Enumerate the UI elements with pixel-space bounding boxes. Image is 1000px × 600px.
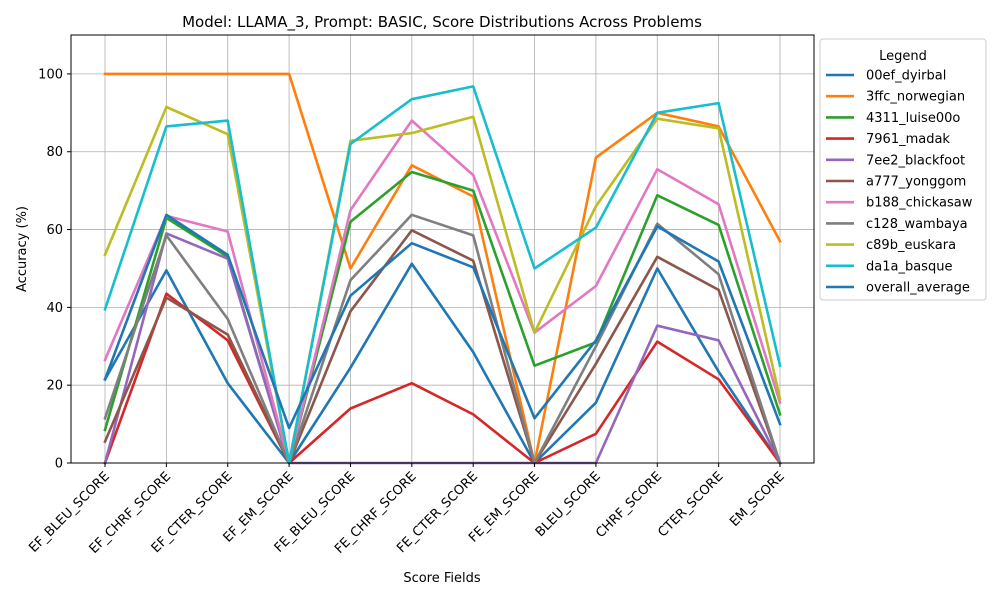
legend-label: b188_chickasaw [866,196,973,211]
plot-frame [70,34,815,464]
x-tick-label: EM_SCORE [727,469,788,530]
legend-label: a777_yonggom [866,175,966,190]
legend-frame [819,38,987,301]
y-axis-title: Accuracy (%) [15,206,30,292]
series-line-overall_average [103,213,782,430]
legend-label: overall_average [866,281,970,296]
legend-label: c89b_euskara [866,238,956,253]
legend-label: 4311_luise00o [866,111,960,126]
legend-title: Legend [879,49,927,64]
legend-label: 7961_madak [866,132,950,147]
x-tick-label: CHRF_SCORE [593,469,665,541]
series-lines [103,72,782,465]
series-line-b188_chickasaw [103,119,782,465]
legend: Legend 00ef_dyirbal 3ffc_norwegian 4311_lu… [819,38,987,301]
legend-label: 3ffc_norwegian [866,90,965,105]
y-tick-label: 60 [46,223,63,238]
chart-title: Model: LLAMA_3, Prompt: BASIC, Score Dis… [182,13,702,32]
y-tick-label: 0 [55,457,63,472]
y-tick-label: 100 [38,67,63,82]
series-line-a777_yonggom [103,229,782,465]
y-tick-label: 80 [46,145,63,160]
x-axis-title: Score Fields [403,571,481,586]
legend-label: 7ee2_blackfoot [866,153,965,168]
series-line-c89b_euskara [103,105,782,465]
x-tick-label: CTER_SCORE [655,469,726,540]
legend-label: da1a_basque [866,259,952,274]
y-tick-label: 20 [46,379,63,394]
legend-label: 00ef_dyirbal [866,69,946,84]
series-line-7961_madak [103,292,782,465]
series-line-4311_luise00o [103,170,782,465]
y-tick-label: 40 [46,301,63,316]
series-line-00ef_dyirbal [103,262,782,465]
series-line-da1a_basque [103,85,782,465]
series-line-c128_wambaya [103,213,782,465]
legend-items: 00ef_dyirbal 3ffc_norwegian 4311_luise00o 7… [826,69,973,296]
legend-label: c128_wambaya [866,217,968,232]
